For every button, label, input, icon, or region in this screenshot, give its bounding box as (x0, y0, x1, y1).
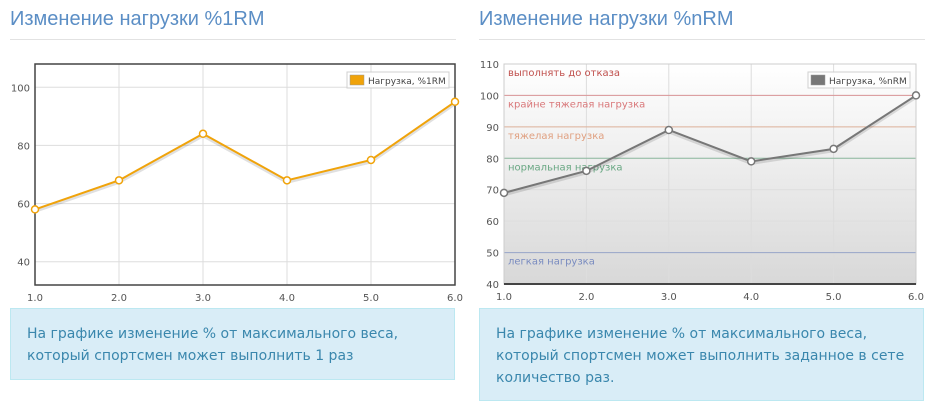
x-tick-label: 2.0 (111, 293, 127, 304)
data-point (114, 176, 124, 185)
legend-swatch (810, 74, 826, 86)
x-tick-label: 5.0 (826, 292, 842, 303)
plot-background (504, 64, 916, 284)
y-tick-label: 40 (17, 258, 30, 269)
data-point (829, 144, 838, 154)
left-description: На графике изменение % от максимального … (27, 326, 399, 364)
data-point (30, 205, 40, 214)
x-tick-label: 5.0 (363, 293, 379, 304)
x-tick-label: 6.0 (447, 293, 463, 304)
zone-label: крайне тяжелая нагрузка (508, 99, 645, 110)
x-tick-label: 3.0 (195, 293, 211, 304)
y-tick-label: 40 (486, 280, 499, 291)
series-line (503, 94, 917, 194)
plot-border (34, 63, 456, 286)
y-tick-label: 80 (17, 141, 30, 152)
right-chart-title: Изменение нагрузки %nRM (479, 8, 734, 30)
zone-label: нормальная нагрузка (508, 162, 623, 173)
y-tick-label: 60 (486, 217, 499, 228)
y-tick-label: 100 (11, 83, 30, 94)
x-tick-label: 1.0 (27, 293, 43, 304)
y-tick-label: 70 (486, 186, 499, 197)
y-tick-label: 90 (486, 123, 499, 134)
data-point (282, 176, 292, 185)
zone-label: выполнять до отказа (508, 68, 620, 79)
x-tick-label: 4.0 (279, 293, 295, 304)
right-description: На графике изменение % от максимального … (496, 326, 905, 386)
zone-label: легкая нагрузка (508, 257, 595, 268)
chart-nrm: 40 50 60 70 80 90 100 110 выполнять до отказа кра… (480, 60, 924, 303)
data-point (664, 125, 674, 135)
data-point (746, 157, 756, 166)
right-title-divider (479, 39, 925, 40)
data-point (366, 155, 376, 165)
legend-swatch (349, 74, 365, 86)
y-tick-label: 110 (480, 60, 499, 71)
left-chart-title: Изменение нагрузки %1RM (10, 8, 265, 30)
data-point (198, 129, 208, 139)
x-tick-label: 4.0 (743, 292, 759, 303)
y-tick-label: 80 (486, 154, 499, 165)
zone-label: тяжелая нагрузка (508, 131, 604, 142)
series-shadow (34, 102, 456, 213)
legend-label: Нагрузка, %nRM (829, 77, 907, 87)
legend-label: Нагрузка, %1RM (368, 77, 446, 87)
series-shadow (503, 96, 917, 197)
chart-1rm: 40 60 80 100 1.0 2.0 3.0 4.0 5.0 6.0 Нагрузка, %1R… (11, 63, 463, 304)
right-info-box: На графике изменение % от максимального … (479, 308, 924, 401)
legend-box (807, 71, 911, 89)
data-point (499, 188, 509, 198)
plot-background (35, 64, 455, 285)
series-line (34, 100, 456, 211)
data-point (582, 166, 591, 176)
data-point (911, 91, 921, 100)
x-tick-label: 2.0 (578, 292, 594, 303)
legend-box (346, 71, 450, 89)
y-tick-label: 50 (486, 249, 499, 260)
x-tick-label: 6.0 (908, 292, 924, 303)
y-tick-label: 100 (480, 91, 499, 102)
left-info-box: На графике изменение % от максимального … (10, 308, 455, 380)
data-point (450, 97, 460, 107)
x-tick-label: 1.0 (496, 292, 512, 303)
left-title-divider (10, 39, 456, 40)
x-tick-label: 3.0 (661, 292, 677, 303)
y-tick-label: 60 (17, 200, 30, 211)
